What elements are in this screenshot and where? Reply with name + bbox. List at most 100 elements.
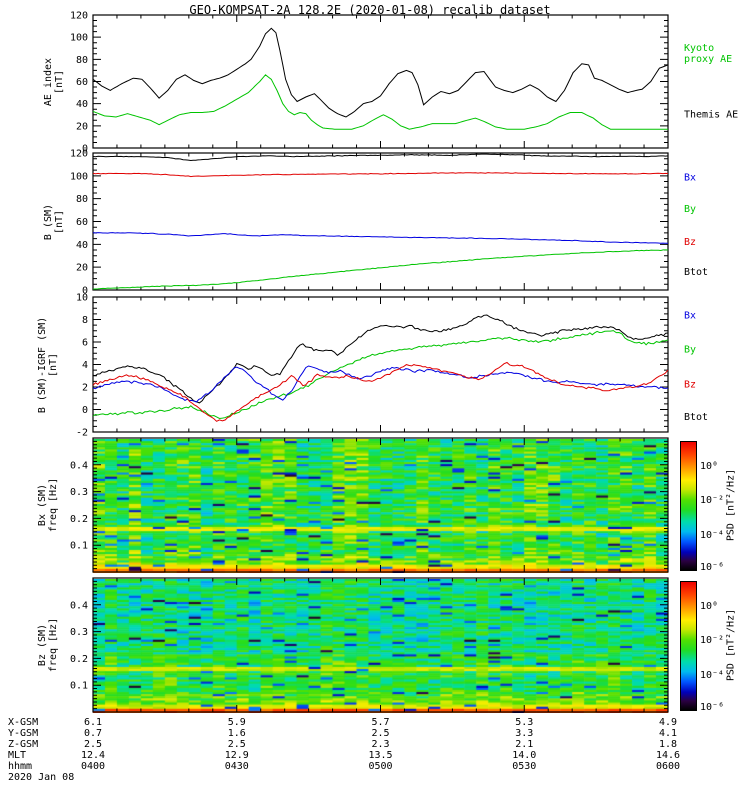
series-bz — [92, 172, 669, 178]
mlt-value: 14.6 — [655, 750, 681, 761]
bzspec-heatmap — [93, 579, 668, 713]
y-tick-label: 40 — [76, 99, 88, 110]
y-tick-label: 0.1 — [70, 541, 88, 552]
z-gsm-label: Z-GSM — [8, 739, 39, 750]
y-gsm-value: 1.6 — [227, 728, 246, 739]
legend-label-by: By — [684, 204, 696, 215]
series-bx — [92, 365, 669, 403]
z-gsm-value: 1.8 — [658, 739, 678, 750]
panel-bsm: 0 20 40 60 80 100 120 Bx By Bz Btot — [70, 149, 708, 297]
legend-label-btot: Btot — [684, 267, 708, 278]
y-tick-label: 60 — [76, 217, 88, 228]
legend-label-bz: Bz — [684, 237, 696, 248]
y-tick-label: 0 — [82, 144, 88, 155]
colorbar-title: PSD [nT²/Hz] — [725, 608, 737, 682]
y-tick-label: 4 — [82, 360, 88, 371]
y-tick-label: 120 — [70, 11, 88, 22]
y-gsm-label: Y-GSM — [8, 728, 39, 739]
z-gsm-value: 2.3 — [371, 739, 390, 750]
legend-label-bx: Bx — [684, 311, 696, 322]
y-axis-label-bdiff: B (SM)-IGRF (SM) [nT] — [37, 316, 59, 413]
panel-ae: 0 20 40 60 80 100 120 Kyoto proxy AE Themis AE — [70, 11, 738, 155]
y-tick-label: 20 — [76, 263, 88, 274]
mlt-value: 12.9 — [224, 750, 249, 761]
y-tick-label: 40 — [76, 240, 88, 251]
x-gsm-label: X-GSM — [8, 717, 39, 728]
series-bx — [92, 232, 669, 244]
legend-label-themis-ae: Themis AE — [684, 109, 738, 120]
x-gsm-value: 4.9 — [658, 717, 678, 728]
y-gsm-value: 0.7 — [83, 728, 103, 739]
mlt-value: 14.0 — [512, 750, 537, 761]
hhmm-value: 0400 — [80, 761, 106, 772]
y-tick-label: 8 — [82, 315, 88, 326]
series-by — [92, 249, 669, 290]
colorbar-tick-label: 10⁻⁶ — [700, 701, 725, 713]
y-tick-label: 0.3 — [70, 487, 88, 498]
z-gsm-value: 2.5 — [83, 739, 103, 750]
colorbar-tick-label: 10⁰ — [700, 460, 719, 472]
y-tick-label: 2 — [82, 383, 88, 394]
z-gsm-value: 2.5 — [227, 739, 246, 750]
hhmm-value: 0530 — [512, 761, 537, 772]
y-gsm-value: 4.1 — [658, 728, 678, 739]
y-tick-label: 10 — [76, 293, 88, 304]
x-gsm-value: 6.1 — [83, 717, 103, 728]
y-tick-label: 80 — [76, 55, 88, 66]
mlt-value: 13.5 — [368, 750, 393, 761]
series-btot — [92, 153, 669, 162]
legend-label-bx: Bx — [684, 172, 696, 183]
y-tick-label: 0.1 — [70, 681, 88, 692]
y-tick-label: 0.4 — [70, 600, 88, 611]
legend-label-btot: Btot — [684, 412, 708, 423]
plot-title: GEO-KOMPSAT-2A 128.2E (2020-01-08) recal… — [189, 3, 551, 17]
x-gsm-value: 5.9 — [227, 717, 246, 728]
legend-label-bz: Bz — [684, 379, 696, 390]
y-tick-label: 6 — [82, 338, 88, 349]
colorbar-tick-label: 10⁻⁴ — [700, 669, 725, 681]
x-gsm-value: 5.3 — [515, 717, 534, 728]
y-tick-label: 0.2 — [70, 654, 88, 665]
hhmm-value: 0500 — [368, 761, 393, 772]
y-tick-label: 80 — [76, 194, 88, 205]
panel-bdiff: -2 0 2 4 6 8 10 Bx By Bz Btot — [76, 293, 708, 439]
hhmm-label: hhmm — [8, 761, 33, 772]
mlt-value: 12.4 — [80, 750, 106, 761]
y-tick-label: 0.3 — [70, 627, 88, 638]
y-axis-label-bsm: B (SM) [nT] — [43, 203, 65, 240]
mlt-label: MLT — [8, 750, 27, 761]
y-axis-label-bzspec: Bz (SM) freq [Hz] — [37, 617, 59, 673]
y-tick-label: 100 — [70, 33, 88, 44]
colorbar-tick-label: 10⁻⁶ — [700, 561, 725, 573]
y-tick-label: 120 — [70, 149, 88, 160]
series-by — [92, 330, 669, 420]
y-gsm-value: 3.3 — [515, 728, 534, 739]
hhmm-value: 0430 — [224, 761, 249, 772]
colorbar-title: PSD [nT²/Hz] — [725, 468, 737, 542]
y-tick-label: 0.4 — [70, 460, 88, 471]
y-tick-label: 0.2 — [70, 514, 88, 525]
y-tick-label: 100 — [70, 171, 88, 182]
bxspec-heatmap — [93, 439, 668, 573]
legend-label-kyoto: Kyoto proxy AE — [684, 43, 732, 65]
y-tick-label: 0 — [82, 286, 88, 297]
colorbar-tick-label: 10⁰ — [700, 600, 719, 612]
y-axis-label-ae: AE index [nT] — [43, 57, 65, 106]
panel-bzspec: 0.1 0.2 0.3 0.4 — [70, 577, 669, 713]
psd-colorbar — [680, 441, 697, 571]
legend-label-by: By — [684, 344, 696, 355]
series-themis-ae — [92, 27, 669, 118]
y-tick-label: -2 — [76, 428, 88, 439]
panel-bxspec: 0.1 0.2 0.3 0.4 — [70, 437, 669, 573]
y-tick-label: 0 — [82, 405, 88, 416]
psd-colorbar — [680, 581, 697, 711]
colorbar-tick-label: 10⁻² — [700, 634, 725, 646]
date-label: 2020 Jan 08 — [8, 772, 75, 783]
y-tick-label: 60 — [76, 77, 88, 88]
hhmm-value: 0600 — [655, 761, 681, 772]
y-axis-label-bxspec: Bx (SM) freq [Hz] — [37, 477, 59, 533]
z-gsm-value: 2.1 — [515, 739, 534, 750]
series-btot — [92, 314, 669, 404]
colorbar-tick-label: 10⁻² — [700, 494, 725, 506]
series-kyoto-proxy-ae — [92, 74, 668, 130]
